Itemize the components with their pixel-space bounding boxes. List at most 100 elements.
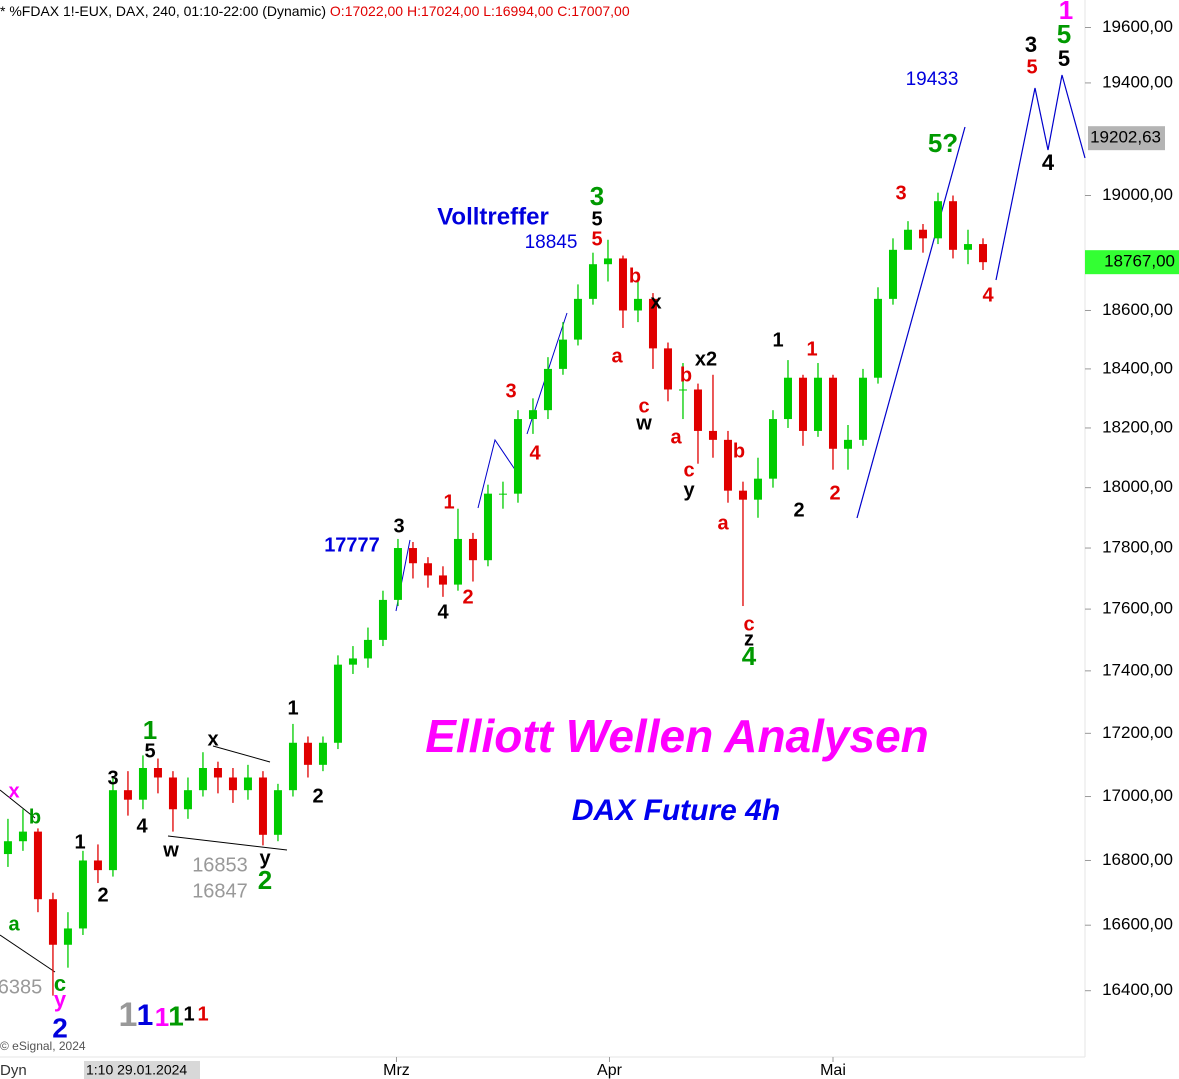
candle-body bbox=[123, 790, 132, 800]
y-tick-label: 17800,00 bbox=[1102, 538, 1173, 557]
wave-label: 4 bbox=[742, 641, 757, 671]
candle-body bbox=[333, 664, 342, 743]
candle-body bbox=[663, 348, 672, 390]
wave-label: 5 bbox=[144, 740, 155, 762]
candle-body bbox=[153, 767, 162, 778]
candle-body bbox=[918, 229, 927, 239]
candle-body bbox=[978, 244, 987, 263]
wave-label: 4 bbox=[982, 284, 994, 306]
time-axis-panel bbox=[0, 1057, 1085, 1079]
candle-body bbox=[18, 831, 27, 842]
candle-body bbox=[633, 298, 642, 311]
y-tick-label: 18600,00 bbox=[1102, 300, 1173, 319]
candle-body bbox=[78, 860, 87, 929]
wave-label: 5 bbox=[591, 228, 602, 250]
candle-body bbox=[873, 298, 882, 378]
candle-body bbox=[498, 493, 507, 495]
wave-label: y bbox=[259, 847, 271, 869]
wave-label: 17777 bbox=[324, 534, 380, 556]
y-tick-label: 18400,00 bbox=[1102, 358, 1173, 377]
candle-body bbox=[933, 201, 942, 239]
candle-body bbox=[408, 548, 417, 564]
candle-body bbox=[543, 368, 552, 411]
candle-body bbox=[723, 439, 732, 491]
candle-body bbox=[678, 389, 687, 391]
wave-label: 5 bbox=[1057, 19, 1071, 49]
wave-label: 1 bbox=[197, 1003, 208, 1025]
candle-body bbox=[948, 201, 957, 250]
candle-body bbox=[768, 419, 777, 479]
wave-label: 4 bbox=[437, 601, 449, 623]
candle-body bbox=[843, 439, 852, 449]
candle-body bbox=[483, 493, 492, 561]
wave-label: 6385 bbox=[0, 976, 42, 998]
wave-label: c bbox=[743, 613, 754, 635]
candle-body bbox=[423, 563, 432, 576]
wave-label: 3 bbox=[895, 182, 906, 204]
wave-label: 2 bbox=[258, 865, 272, 895]
candle-body bbox=[198, 767, 207, 791]
wave-label: 2 bbox=[52, 1012, 68, 1043]
wave-label: 5? bbox=[928, 128, 958, 158]
candle-body bbox=[603, 258, 612, 265]
wave-label: 1 bbox=[183, 1003, 194, 1025]
wave-label: c bbox=[54, 971, 66, 996]
candle-body bbox=[93, 860, 102, 871]
candle-body bbox=[378, 599, 387, 640]
wave-label: a bbox=[717, 512, 729, 534]
y-tick-label: 16400,00 bbox=[1102, 980, 1173, 999]
wave-label: 3 bbox=[1025, 32, 1037, 57]
candle-body bbox=[513, 419, 522, 494]
wave-label: x2 bbox=[695, 348, 717, 370]
candle-body bbox=[318, 742, 327, 765]
wave-label: 16853 bbox=[192, 854, 248, 876]
y-tick-label: 16800,00 bbox=[1102, 850, 1173, 869]
price-marker-label: 18767,00 bbox=[1104, 252, 1175, 271]
candle-body bbox=[228, 777, 237, 791]
trend-line bbox=[0, 934, 56, 973]
wave-label: 5 bbox=[1026, 56, 1037, 78]
price-axis-panel bbox=[1085, 0, 1179, 1079]
y-tick-label: 19000,00 bbox=[1102, 185, 1173, 204]
y-tick-label: 17200,00 bbox=[1102, 723, 1173, 742]
x-tick-label: Apr bbox=[597, 1062, 623, 1079]
candle-body bbox=[558, 339, 567, 369]
wave-label: 3 bbox=[590, 181, 604, 211]
y-tick-label: 18200,00 bbox=[1102, 417, 1173, 436]
chart-title: Elliott Wellen Analysen bbox=[425, 710, 929, 762]
y-tick-label: 17600,00 bbox=[1102, 599, 1173, 618]
wave-label: z bbox=[744, 628, 754, 650]
wave-label: a bbox=[670, 426, 682, 448]
wave-label: a bbox=[611, 345, 623, 367]
header-title: * %FDAX 1!-EUX, DAX, 240, 01:10-22:00 (D… bbox=[0, 3, 326, 19]
wave-label: 4 bbox=[529, 442, 541, 464]
wave-label: 3 bbox=[505, 380, 516, 402]
wave-label: 1 bbox=[143, 715, 157, 745]
candle-body bbox=[168, 777, 177, 810]
y-tick-label: 18000,00 bbox=[1102, 477, 1173, 496]
wave-label: 2 bbox=[97, 884, 108, 906]
candle-body bbox=[258, 777, 267, 835]
candle-body bbox=[858, 377, 867, 440]
wave-label: x bbox=[207, 728, 218, 750]
candle-body bbox=[573, 298, 582, 340]
wave-label: 16847 bbox=[192, 880, 248, 902]
wave-label: 3 bbox=[393, 515, 404, 537]
candle-body bbox=[288, 742, 297, 791]
candle-body bbox=[453, 538, 462, 585]
wave-label: w bbox=[635, 412, 652, 434]
wave-label: 1 bbox=[155, 1002, 169, 1032]
wave-label: x bbox=[8, 780, 19, 802]
y-tick-label: 19600,00 bbox=[1102, 17, 1173, 36]
candle-body bbox=[33, 831, 42, 900]
candle-body bbox=[828, 377, 837, 449]
wave-label: 1 bbox=[74, 831, 85, 853]
wave-label: x bbox=[650, 291, 661, 313]
wave-label: 2 bbox=[829, 482, 840, 504]
wave-label: b bbox=[629, 265, 641, 287]
trend-line bbox=[0, 789, 36, 819]
candle-body bbox=[213, 767, 222, 778]
candle-body bbox=[693, 389, 702, 431]
channel-line bbox=[856, 126, 966, 519]
